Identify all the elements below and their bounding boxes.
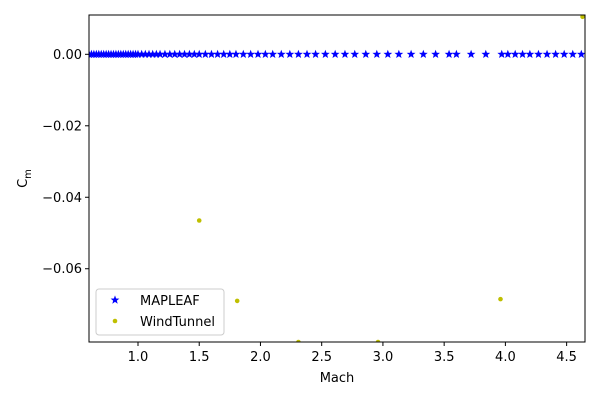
mapleaf-point <box>185 49 194 59</box>
mapleaf-point <box>576 49 585 59</box>
legend-marker-windtunnel <box>112 318 118 324</box>
data-marks <box>89 15 585 342</box>
mapleaf-point <box>372 49 382 59</box>
mapleaf-point <box>276 49 286 59</box>
mapleaf-point <box>503 49 513 59</box>
mapleaf-point <box>406 49 416 59</box>
mapleaf-point <box>151 49 161 59</box>
legend-box <box>95 288 225 336</box>
windtunnel-point <box>196 218 202 223</box>
windtunnel-point <box>375 339 381 342</box>
x-tick-label: 1.5 <box>189 350 210 365</box>
mapleaf-point <box>294 49 303 59</box>
legend-label-mapleaf: MAPLEAF <box>140 294 200 309</box>
mapleaf-point <box>361 49 371 59</box>
mapleaf-point <box>311 49 320 59</box>
mapleaf-point <box>534 49 543 59</box>
mapleaf-point <box>155 49 165 59</box>
x-tick-label: 1.0 <box>128 350 149 365</box>
mapleaf-point <box>268 49 278 59</box>
mapleaf-point <box>559 49 569 59</box>
mapleaf-point <box>330 49 340 59</box>
mapleaf-point <box>175 49 184 59</box>
mapleaf-point <box>383 49 393 59</box>
y-tick-label: −0.04 <box>42 191 82 206</box>
mapleaf-point <box>160 49 170 59</box>
mapleaf-point <box>260 49 270 59</box>
y-tick-label: 0.00 <box>53 48 82 63</box>
mapleaf-point <box>137 49 147 59</box>
mapleaf-point <box>170 49 180 59</box>
windtunnel-point <box>296 339 301 342</box>
x-tick-label: 3.5 <box>434 350 455 365</box>
mapleaf-point <box>140 49 150 59</box>
mapleaf-point <box>568 49 578 59</box>
y-axis-label-subscript: m <box>23 169 34 179</box>
windtunnel-point <box>580 15 585 20</box>
legend-label-windtunnel: WindTunnel <box>140 315 215 330</box>
mapleaf-point <box>207 49 216 59</box>
mapleaf-point <box>165 49 175 59</box>
x-tick-label: 3.0 <box>373 350 394 365</box>
windtunnel-point <box>498 296 503 302</box>
mapleaf-point <box>194 49 204 59</box>
mapleaf-point <box>551 49 560 59</box>
mapleaf-point <box>466 49 476 59</box>
mapleaf-point <box>444 49 454 59</box>
mapleaf-point <box>518 49 527 59</box>
mapleaf-point <box>253 49 263 59</box>
legend: MAPLEAF WindTunnel <box>95 288 225 336</box>
windtunnel-point <box>234 298 240 304</box>
mapleaf-point <box>394 49 404 59</box>
mapleaf-point <box>320 49 330 59</box>
mapleaf-point <box>246 49 256 59</box>
mapleaf-point <box>431 49 440 59</box>
mapleaf-point <box>525 49 535 59</box>
legend-marker-mapleaf <box>110 295 120 304</box>
axis-ticks: 1.0 1.5 2.0 2.5 3.0 3.5 4.0 4.5 0.00 −0.02 −0.04 −0… <box>42 48 577 365</box>
mapleaf-point <box>285 49 295 59</box>
mapleaf-point <box>542 49 552 59</box>
x-tick-label: 2.5 <box>311 350 332 365</box>
mapleaf-point <box>148 49 158 59</box>
data-points <box>89 15 585 342</box>
mapleaf-point <box>213 49 222 59</box>
y-tick-label: −0.02 <box>42 119 82 134</box>
mapleaf-point <box>302 49 312 59</box>
mapleaf-point <box>418 49 428 59</box>
legend-marker-point <box>112 318 118 324</box>
mapleaf-point <box>452 49 461 59</box>
y-axis-label-base: C <box>16 179 31 188</box>
mapleaf-point <box>225 49 235 59</box>
mapleaf-point <box>238 49 248 59</box>
x-tick-label: 4.5 <box>556 350 577 365</box>
mapleaf-point <box>497 49 507 59</box>
mapleaf-point <box>133 49 143 59</box>
plot-frame <box>88 14 586 343</box>
mapleaf-point <box>481 49 491 59</box>
x-tick-label: 2.0 <box>250 350 271 365</box>
y-axis-label: Cm <box>16 169 34 188</box>
mapleaf-point <box>189 49 199 59</box>
x-tick-label: 4.0 <box>495 350 516 365</box>
mapleaf-point <box>180 49 189 59</box>
mapleaf-point <box>144 49 154 59</box>
mapleaf-point <box>219 49 229 59</box>
y-tick-label: −0.06 <box>42 262 82 277</box>
mapleaf-point <box>510 49 520 59</box>
mapleaf-point <box>340 49 350 59</box>
mapleaf-point <box>200 49 210 59</box>
mapleaf-point <box>350 49 360 59</box>
mapleaf-point <box>231 49 241 59</box>
x-axis-label: Mach <box>320 371 355 386</box>
legend-marker-star <box>110 295 120 304</box>
